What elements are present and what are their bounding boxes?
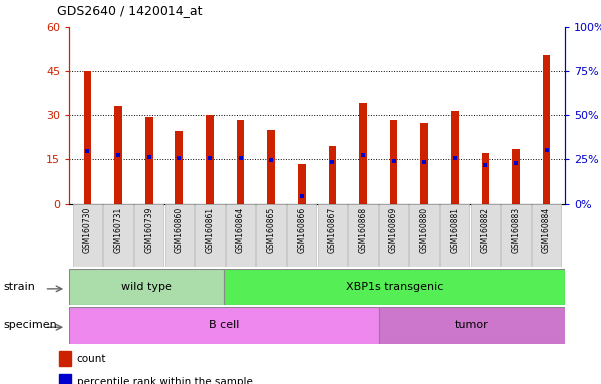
Text: tumor: tumor [455,320,489,331]
Bar [471,204,500,267]
Text: GSM160883: GSM160883 [511,207,520,253]
Text: count: count [77,354,106,364]
Bar [379,204,408,267]
Bar [359,103,367,204]
Bar [440,204,469,267]
Text: GSM160730: GSM160730 [83,207,92,253]
Text: GSM160884: GSM160884 [542,207,551,253]
Text: GSM160731: GSM160731 [114,207,123,253]
Text: percentile rank within the sample: percentile rank within the sample [77,377,252,384]
Bar [114,106,122,204]
Bar [298,164,305,204]
Bar [195,204,225,267]
Bar [84,71,91,204]
Bar [257,204,286,267]
Bar [237,120,245,204]
Text: GSM160867: GSM160867 [328,207,337,253]
Bar [134,204,163,267]
Text: GSM160882: GSM160882 [481,207,490,253]
Text: GSM160869: GSM160869 [389,207,398,253]
Text: GSM160865: GSM160865 [267,207,276,253]
Bar [420,122,428,204]
Bar [512,149,520,204]
Bar [145,117,153,204]
Bar [481,154,489,204]
Bar [103,204,133,267]
Bar [59,351,71,366]
Bar [73,204,102,267]
Bar [175,131,183,204]
Bar [206,115,214,204]
Bar [329,146,336,204]
Bar [267,130,275,204]
Bar [389,120,397,204]
Text: XBP1s transgenic: XBP1s transgenic [346,282,443,292]
Bar [532,204,561,267]
Bar [501,204,531,267]
Bar [543,55,551,204]
Bar [451,111,459,204]
Text: GSM160739: GSM160739 [144,207,153,253]
Text: B cell: B cell [209,320,239,331]
Bar [224,269,565,305]
Bar [287,204,316,267]
Bar [69,269,224,305]
Text: wild type: wild type [121,282,172,292]
Bar [379,307,565,344]
Text: GSM160866: GSM160866 [297,207,307,253]
Bar [165,204,194,267]
Bar [318,204,347,267]
Bar [226,204,255,267]
Text: GSM160861: GSM160861 [206,207,215,253]
Text: GSM160860: GSM160860 [175,207,184,253]
Bar [348,204,377,267]
Text: GSM160864: GSM160864 [236,207,245,253]
Text: GSM160880: GSM160880 [419,207,429,253]
Bar [409,204,439,267]
Text: GSM160881: GSM160881 [450,207,459,253]
Text: specimen: specimen [3,320,56,331]
Text: GDS2640 / 1420014_at: GDS2640 / 1420014_at [57,4,203,17]
Bar [69,307,379,344]
Text: strain: strain [3,282,35,292]
Bar [59,374,71,384]
Text: GSM160868: GSM160868 [358,207,367,253]
